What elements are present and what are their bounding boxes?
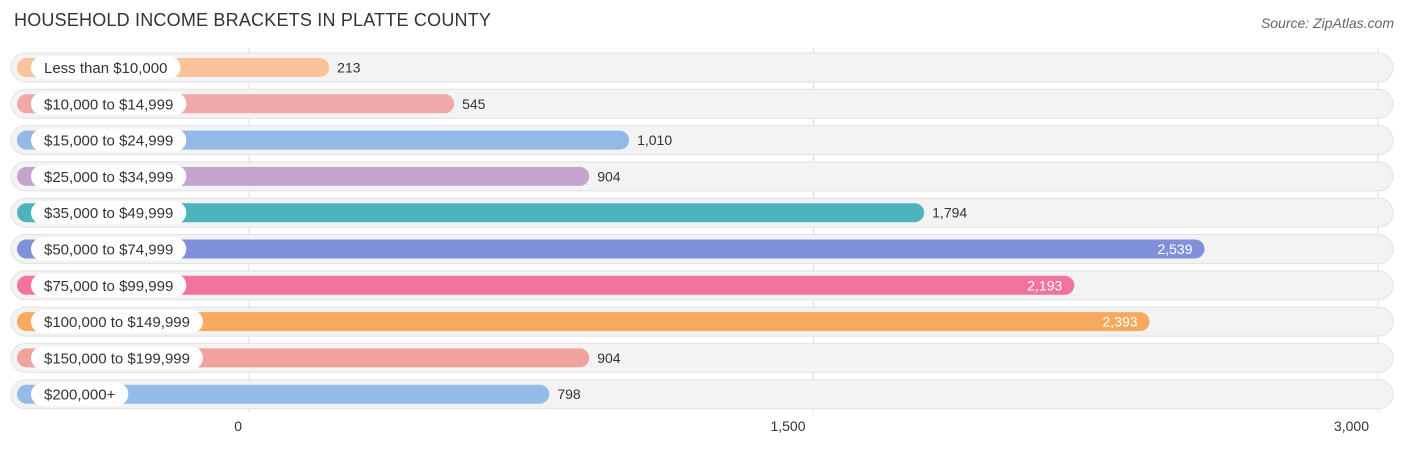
value-label: 213 — [337, 60, 361, 76]
bar-row: $100,000 to $149,999 2,393 — [10, 306, 1394, 337]
category-label: $75,000 to $99,999 — [44, 278, 173, 295]
category-label: $100,000 to $149,999 — [44, 314, 190, 331]
bar-row: $50,000 to $74,999 2,539 — [10, 234, 1394, 264]
category-label: $200,000+ — [44, 387, 116, 404]
bar — [17, 203, 925, 223]
category-label-pill — [31, 92, 187, 116]
bar-rows: Less than $10,000 213 $10,000 to $14,999 54… — [10, 52, 1394, 410]
bar — [17, 239, 1205, 259]
value-label: 2,539 — [1157, 241, 1192, 257]
chart-title: HOUSEHOLD INCOME BRACKETS IN PLATTE COUN… — [14, 10, 492, 30]
category-label-pill — [31, 346, 203, 370]
category-label-pill — [31, 128, 187, 152]
value-label: 798 — [557, 386, 581, 402]
x-axis: 0 1,500 3,000 — [234, 418, 1369, 434]
category-label-pill — [31, 56, 181, 79]
category-label: $35,000 to $49,999 — [44, 205, 173, 222]
x-tick-label: 1,500 — [770, 418, 805, 434]
value-label: 904 — [597, 168, 621, 184]
category-label: Less than $10,000 — [44, 60, 167, 77]
bar-row: $25,000 to $34,999 904 — [10, 161, 1394, 192]
bar-row: $35,000 to $49,999 1,794 — [10, 197, 1394, 228]
category-label: $50,000 to $74,999 — [44, 242, 173, 259]
category-label-pill — [31, 310, 203, 334]
bar — [17, 384, 550, 404]
category-label: $15,000 to $24,999 — [44, 133, 173, 150]
value-label: 904 — [597, 350, 621, 366]
category-label: $25,000 to $34,999 — [44, 169, 173, 186]
value-label: 2,193 — [1027, 277, 1062, 293]
x-tick-label: 0 — [234, 418, 242, 434]
category-label: $150,000 to $199,999 — [44, 350, 190, 367]
bar-row: $200,000+ 798 — [10, 379, 1394, 410]
bar-row: Less than $10,000 213 — [10, 52, 1394, 83]
value-label: 545 — [462, 96, 486, 112]
bar-row: $150,000 to $199,999 904 — [10, 342, 1394, 373]
source-note: Source: ZipAtlas.com — [1260, 15, 1394, 31]
category-label-pill — [31, 382, 129, 406]
bar — [17, 312, 1150, 332]
x-tick-label: 3,000 — [1334, 418, 1369, 434]
category-label-pill — [31, 201, 187, 225]
category-label-pill — [31, 164, 187, 188]
bar-track — [10, 52, 1394, 83]
bar-row: $75,000 to $99,999 2,193 — [10, 270, 1394, 301]
category-label-pill — [31, 273, 187, 297]
bar-row: $10,000 to $14,999 545 — [10, 88, 1394, 119]
category-label-pill — [31, 237, 187, 261]
value-label: 1,794 — [932, 205, 967, 221]
category-label: $10,000 to $14,999 — [44, 96, 173, 113]
value-label: 1,010 — [637, 132, 672, 148]
bar-row: $15,000 to $24,999 1,010 — [10, 125, 1394, 156]
bar — [17, 275, 1075, 295]
value-label: 2,393 — [1103, 314, 1138, 330]
